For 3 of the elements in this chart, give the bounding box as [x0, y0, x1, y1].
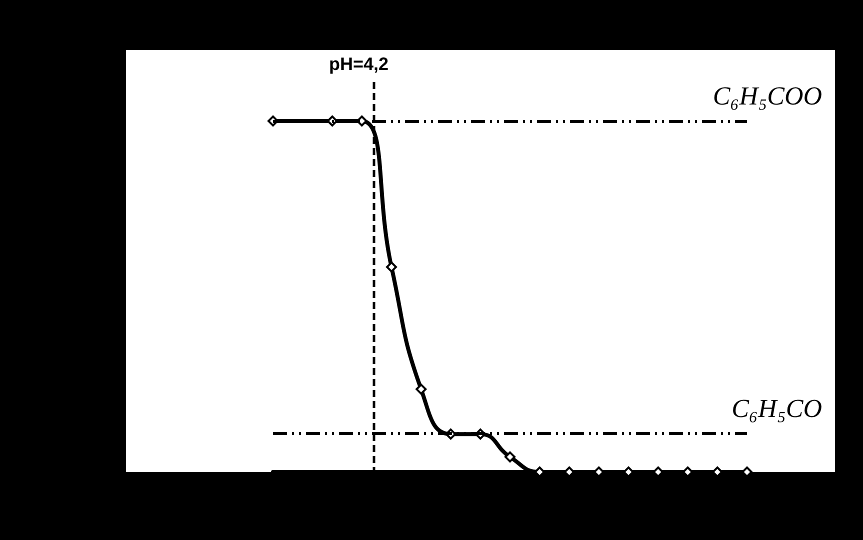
ref-line-label: C₆H₅CO [732, 394, 822, 423]
text: pH=4,2 [329, 54, 389, 74]
ref-line-label: C₆H₅COO [712, 82, 822, 110]
